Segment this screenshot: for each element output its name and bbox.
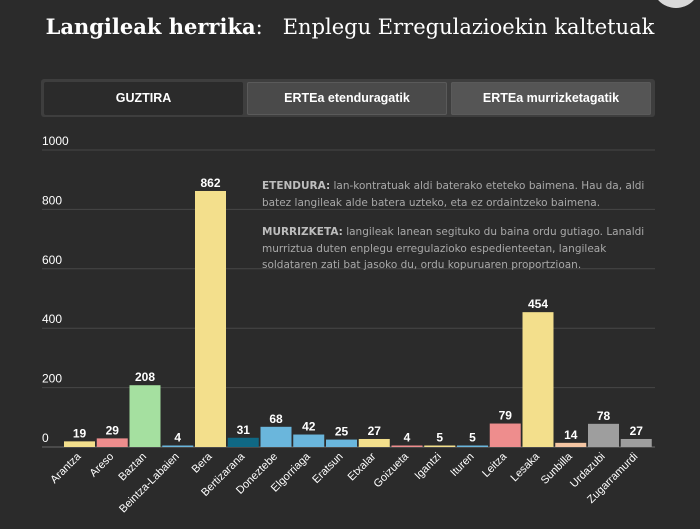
bar	[424, 445, 456, 447]
tab-guztira[interactable]: GUZTIRA	[44, 82, 243, 115]
tab-murrizketa[interactable]: ERTEa murrizketagatik	[451, 82, 651, 115]
y-tick-label: 600	[42, 253, 62, 267]
bar	[489, 423, 521, 447]
x-tick-label: Leitza	[480, 450, 510, 480]
bar	[522, 312, 554, 447]
bar	[64, 441, 95, 447]
data-label: 4	[174, 431, 181, 445]
y-tick-label: 200	[42, 372, 62, 386]
x-tick-label: Lesaka	[509, 450, 543, 484]
data-label: 42	[302, 420, 316, 434]
data-label: 78	[597, 409, 611, 423]
page-title: Langileak herrika: Enplegu Erregulazioek…	[0, 14, 700, 39]
x-tick-label: Beintza-Labaien	[117, 451, 182, 516]
x-tick-label: Ituren	[448, 451, 476, 479]
x-tick-label: Igantzi	[412, 451, 443, 482]
y-tick-label: 1000	[42, 134, 69, 148]
x-tick-label: Arantza	[48, 450, 84, 486]
tab-etendura[interactable]: ERTEa etenduragatik	[247, 82, 447, 115]
note-etendura: ETENDURA: lan-kontratuak aldi baterako e…	[262, 178, 662, 211]
data-label: 25	[335, 425, 349, 439]
bar	[555, 442, 587, 447]
data-label: 27	[368, 424, 382, 438]
bar	[293, 434, 325, 447]
data-label: 5	[436, 431, 443, 445]
data-label: 31	[237, 423, 251, 437]
bar	[588, 423, 619, 447]
note-murrizketa-term: MURRIZKETA:	[262, 226, 343, 238]
title-colon: :	[255, 15, 263, 39]
x-tick-label: Goizueta	[372, 450, 412, 490]
bar	[260, 426, 292, 447]
bar	[195, 190, 226, 447]
note-murrizketa: MURRIZKETA: langileak lanean segituko du…	[262, 224, 662, 274]
bar	[162, 445, 194, 447]
data-label: 19	[73, 426, 87, 440]
bar	[96, 438, 128, 447]
title-subtitle: Enplegu Erregulazioekin kaltetuak	[282, 15, 655, 39]
x-tick-label: Areso	[88, 451, 117, 480]
x-tick-label: Bera	[190, 450, 216, 476]
bar	[227, 437, 259, 447]
bar	[129, 385, 161, 447]
x-tick-label: Eratsun	[310, 451, 345, 486]
bar	[620, 438, 652, 447]
data-label: 454	[528, 297, 548, 311]
data-label: 27	[630, 424, 644, 438]
note-etendura-text: lan-kontratuak aldi baterako eteteko bai…	[262, 180, 645, 209]
bar	[457, 445, 488, 447]
note-murrizketa-text: langileak lanean segituko du baina ordu …	[262, 226, 645, 271]
data-label: 14	[564, 428, 578, 442]
bar	[326, 439, 357, 447]
data-label: 4	[404, 431, 411, 445]
tab-bar: GUZTIRA ERTEa etenduragatik ERTEa murriz…	[41, 79, 655, 117]
bar	[391, 445, 423, 447]
data-label: 68	[269, 412, 283, 426]
y-tick-label: 800	[42, 193, 62, 207]
data-label: 79	[499, 409, 513, 423]
bar	[358, 438, 390, 447]
data-label: 862	[200, 176, 220, 190]
y-tick-label: 400	[42, 312, 62, 326]
corner-button[interactable]	[652, 0, 700, 8]
y-tick-label: 0	[42, 431, 49, 445]
data-label: 29	[106, 423, 120, 437]
data-label: 208	[135, 370, 155, 384]
data-label: 5	[469, 431, 476, 445]
title-bold: Langileak herrika	[45, 14, 256, 39]
note-etendura-term: ETENDURA:	[262, 180, 331, 192]
